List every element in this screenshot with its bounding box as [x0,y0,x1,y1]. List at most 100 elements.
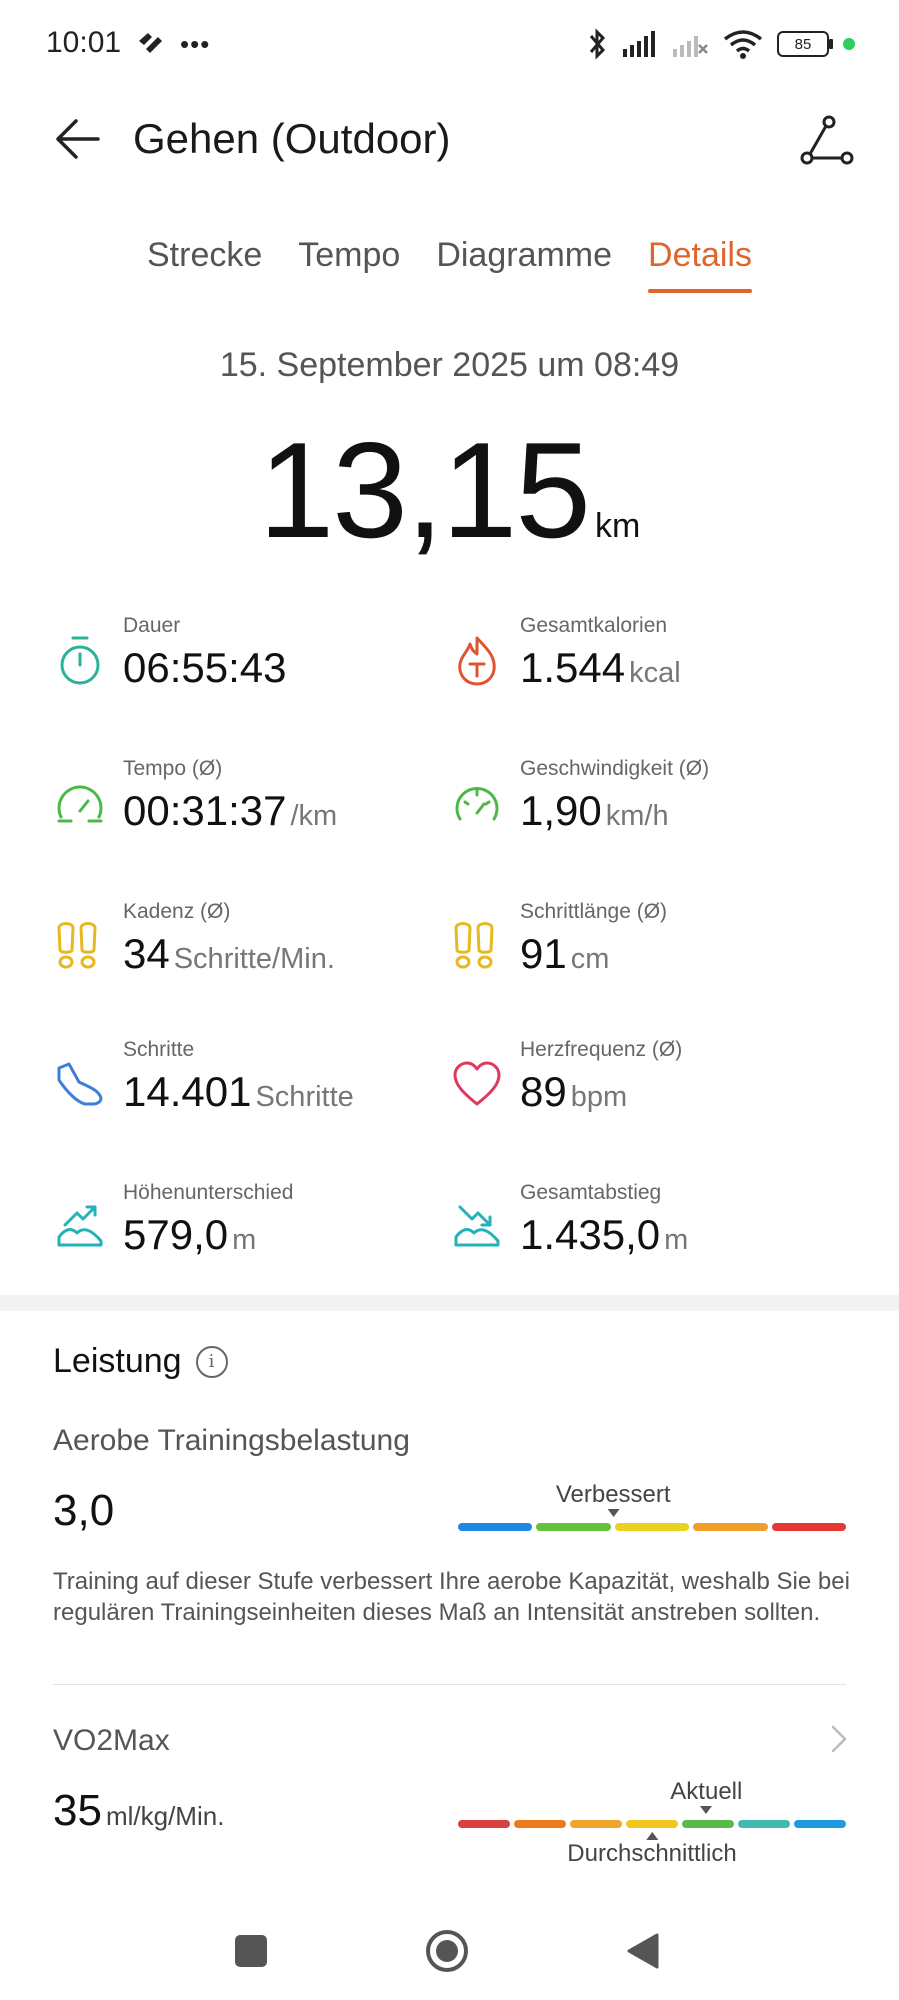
vo2max-scale-bar [458,1820,846,1828]
vo2max-scale-segment [794,1820,846,1828]
metric-schritte: Schritte 14.401 Schritte [55,1038,435,1148]
metric-dauer: Dauer 06:55:43 [55,614,435,724]
marker-up-icon [646,1832,658,1840]
aerobic-scale: Verbessert [458,1481,847,1531]
status-time: 10:01 [46,26,122,59]
metric-value: 14.401 Schritte [123,1068,354,1116]
more-notifications-icon: ••• [180,28,211,59]
distance-display: 13,15 km [0,412,899,568]
aerobic-scale-bar [458,1523,847,1531]
vo2max-scale-segment [514,1820,566,1828]
marker-down-icon [607,1509,620,1517]
metric-label: Schrittlänge (Ø) [520,900,668,923]
metric-unit: m [664,1224,689,1256]
vo2max-scale: Aktuell Durchschnittlich [458,1778,846,1874]
metric-unit: kcal [629,657,681,689]
status-right-icons: 85 [585,26,855,62]
aerobic-scale-segment [458,1523,533,1531]
metric-number: 1.544 [520,644,626,691]
distance-unit: km [595,507,641,545]
metric-value: 579,0 m [123,1211,256,1259]
aerobic-scale-segment [771,1523,847,1531]
section-divider [0,1295,899,1311]
metric-unit: km/h [605,800,669,832]
metric-number: 1,90 [520,787,602,834]
metric-schrittlaenge: Schrittlänge (Ø) 91 cm [452,900,832,1010]
metric-value: 1.544 kcal [520,644,681,692]
metric-number: 00:31:37 [123,787,287,834]
calories-icon [458,636,496,686]
performance-title: Leistung [53,1342,182,1380]
aerobic-scale-segment [536,1523,611,1531]
metric-label: Gesamtkalorien [520,614,668,637]
metric-label: Geschwindigkeit (Ø) [520,757,710,780]
aerobic-load-value: 3,0 [53,1486,115,1535]
metric-number: 91 [520,930,567,977]
back-button[interactable] [616,1924,670,1978]
metric-kadenz: Kadenz (Ø) 34 Schritte/Min. [55,900,435,1010]
page-title: Gehen (Outdoor) [133,115,451,162]
metric-value: 34 Schritte/Min. [123,930,335,978]
metric-value: 1.435,0 m [520,1211,688,1259]
metric-label: Schritte [123,1038,195,1061]
info-icon[interactable] [195,1345,228,1378]
home-circle-icon [426,1930,468,1972]
vo2max-scale-segment [626,1820,678,1828]
vo2max-current-label: Aktuell [670,1778,743,1805]
distance-value: 13,15 [258,414,591,566]
route-icon[interactable] [797,112,855,170]
metric-tempo: Tempo (Ø) 00:31:37/km [55,757,435,867]
metric-label: Kadenz (Ø) [123,900,231,923]
metric-unit: bpm [570,1081,628,1113]
app-notification-icon [139,33,162,53]
metric-geschwindigkeit: Geschwindigkeit (Ø) 1,90 km/h [452,757,832,867]
metric-label: Tempo (Ø) [123,757,223,780]
recent-apps-button[interactable] [224,1924,278,1978]
vo2max-scale-segment [682,1820,734,1828]
signal-no-service-icon [673,36,708,57]
back-arrow-icon[interactable] [50,112,104,166]
aerobic-description: Training auf dieser Stufe verbessert Ihr… [53,1568,850,1626]
workout-date: 15. September 2025 um 08:49 [219,346,680,384]
metric-herzfrequenz: Herzfrequenz (Ø) 89 bpm [452,1038,832,1148]
vo2max-label: VO2Max [53,1724,170,1757]
tab-diagramme[interactable]: Diagramme [436,236,613,274]
metric-unit: Schritte/Min. [173,943,335,975]
footprints-icon [57,922,97,969]
metric-label: Gesamtabstieg [520,1181,662,1204]
chevron-right-icon[interactable] [829,1724,849,1754]
battery-level: 85 [794,35,812,53]
metric-number: 06:55:43 [123,644,287,691]
metric-unit: m [232,1224,257,1256]
metric-value: 00:31:37/km [123,787,337,835]
performance-section-title: Leistung [53,1342,228,1381]
heart-icon [453,1061,501,1106]
metric-hoehenunterschied: Höhenunterschied 579,0 m [55,1181,435,1291]
elevation-down-icon [454,1205,500,1247]
metric-number: 579,0 [123,1211,229,1258]
metric-value: 06:55:43 [123,644,291,692]
stopwatch-icon [60,636,100,685]
privacy-indicator-icon [843,38,855,50]
home-button[interactable] [420,1924,474,1978]
metric-unit: Schritte [255,1081,354,1113]
vo2max-scale-segment [458,1820,510,1828]
tab-details[interactable]: Details [648,236,752,293]
tab-tempo[interactable]: Tempo [298,236,401,274]
metric-unit: cm [570,943,610,975]
aerobic-scale-marker: Verbessert [556,1481,671,1517]
signal-icon [623,31,655,57]
tab-strecke[interactable]: Strecke [147,236,263,274]
vo2max-value: 35 ml/kg/Min. [53,1786,224,1836]
footprints-icon [454,922,494,969]
vo2max-average-marker: Durchschnittlich [567,1832,737,1868]
metric-label: Herzfrequenz (Ø) [520,1038,683,1061]
row-divider [53,1684,846,1685]
elevation-up-icon [57,1205,103,1247]
metric-value: 91 cm [520,930,609,978]
aerobic-scale-segment [693,1523,768,1531]
metric-label: Dauer [123,614,181,637]
vo2max-number: 35 [53,1786,102,1835]
metric-number: 89 [520,1068,567,1115]
aerobic-load-label: Aerobe Trainingsbelastung [53,1424,410,1457]
